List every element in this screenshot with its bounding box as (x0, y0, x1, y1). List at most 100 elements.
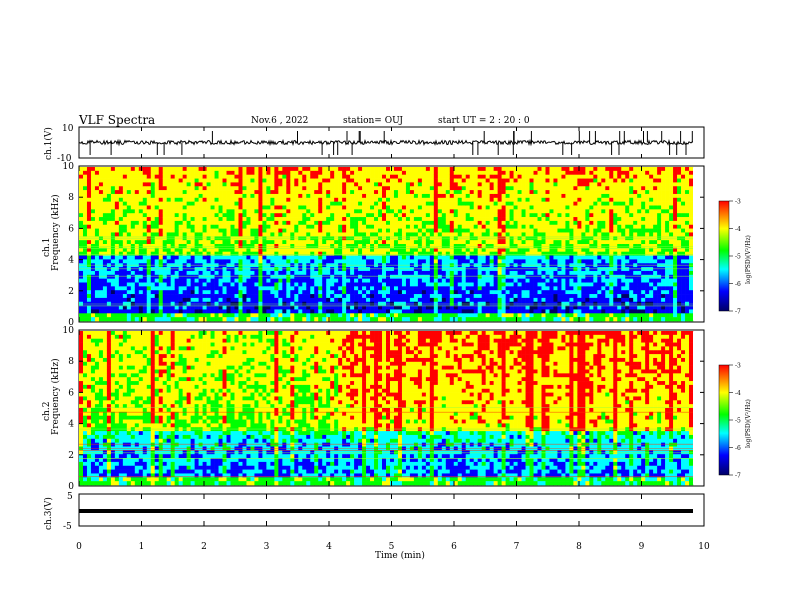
spectrogram-cell (282, 178, 287, 183)
spectrogram-cell (166, 286, 171, 291)
spectrogram-cell (477, 190, 482, 195)
spectrogram-cell (310, 190, 315, 195)
spectrogram-cell (401, 197, 407, 202)
spectrogram-cell (469, 251, 475, 256)
spectrogram-cell (134, 236, 140, 241)
spectrogram-cell (170, 220, 175, 226)
spectrogram-cell (258, 193, 263, 199)
spectrogram-cell (206, 244, 211, 249)
spectrogram-cell (354, 244, 359, 249)
spectrogram-cell (134, 201, 140, 206)
spectrogram-cell (397, 236, 403, 241)
spectrogram-cell (314, 217, 319, 222)
spectrogram-cell (270, 217, 275, 222)
spectrogram-cell (370, 178, 375, 183)
spectrogram-cell (86, 205, 92, 210)
spectrogram-cell (114, 186, 120, 191)
spectrogram-cell (573, 251, 578, 256)
spectrogram-cell (497, 197, 502, 202)
spectrogram-cell (158, 186, 164, 191)
spectrogram-cell (182, 236, 187, 241)
spectrogram-cell (286, 247, 291, 252)
spectrogram-cell (338, 174, 343, 179)
spectrogram-cell (90, 232, 96, 237)
spectrogram-cell (393, 209, 399, 214)
spectrogram-cell (198, 167, 203, 172)
spectrogram-cell (461, 309, 467, 314)
spectrogram-cell (397, 278, 403, 283)
spectrogram-cell (290, 282, 295, 287)
spectrogram-cell (346, 259, 351, 264)
spectrogram-cell (234, 213, 239, 218)
spectrogram-cell (222, 197, 227, 202)
spectrogram-cell (354, 282, 359, 287)
spectrogram-cell (170, 201, 175, 206)
spectrogram-cell (382, 286, 387, 291)
spectrogram-cell (505, 244, 510, 249)
spectrogram-cell (326, 286, 331, 291)
spectrogram-cell (250, 224, 255, 229)
spectrogram-cell (194, 282, 199, 287)
spectrogram-cell (214, 255, 219, 260)
spectrogram-cell (378, 197, 383, 202)
spectrogram-cell (569, 255, 574, 260)
spectrogram-cell (102, 294, 108, 299)
spectrogram-cell (290, 197, 295, 202)
spectrogram-cell (134, 259, 140, 264)
spectrogram-cell (162, 259, 168, 264)
spectrogram-cell (210, 182, 215, 187)
spectrogram-cell (330, 178, 335, 183)
spectrogram-cell (242, 313, 247, 318)
spectrogram-cell (106, 317, 112, 322)
spectrogram-cell (206, 178, 211, 183)
spectrogram-cell (545, 247, 550, 252)
spectrogram-cell (513, 209, 518, 214)
spectrogram-cell (230, 224, 235, 229)
spectrogram-cell (338, 317, 343, 322)
spectrogram-cell (234, 259, 239, 264)
spectrogram-cell (493, 236, 498, 241)
spectrogram-cell (282, 313, 287, 318)
spectrogram-cell (126, 205, 132, 210)
spectrogram-cell (342, 317, 347, 322)
spectrogram-cell (513, 309, 518, 314)
spectrogram-cell (218, 197, 223, 202)
spectrogram-cell (134, 278, 140, 283)
spectrogram-cell (102, 244, 108, 249)
spectrogram-cell (501, 297, 506, 303)
spectrogram-cell (366, 228, 371, 233)
spectrogram-cell (310, 205, 315, 210)
spectrogram-cell (114, 174, 120, 179)
spectrogram-cell (218, 259, 223, 264)
spectrogram-cell (238, 286, 243, 291)
spectrogram-cell (425, 255, 431, 260)
spectrogram-cell (541, 220, 546, 226)
spectrogram-cell (110, 174, 116, 179)
spectrogram-cell (106, 209, 112, 214)
spectrogram-cell (382, 313, 387, 318)
station-label: station= OUJ (343, 116, 403, 126)
spectrogram-cell (126, 259, 132, 264)
spectrogram-cell (270, 224, 275, 229)
spectrogram-cell (537, 213, 542, 218)
spectrogram-cell (278, 294, 283, 299)
spectrogram-cell (134, 182, 140, 187)
spectrogram-cell (114, 294, 120, 299)
spectrogram-cell (194, 232, 199, 237)
spectrogram-cell (250, 201, 255, 206)
spectrogram-cell (537, 178, 542, 183)
spectrogram-cell (413, 186, 419, 191)
spectrogram-cell (541, 313, 546, 318)
spectrogram-cell (346, 178, 351, 183)
spectrogram-cell (417, 213, 423, 218)
spectrogram-cell (202, 305, 207, 310)
spectrogram-cell (409, 201, 415, 206)
spectrogram-cell (246, 297, 251, 303)
spectrogram-cell (401, 251, 407, 256)
spectrogram-cell (282, 201, 287, 206)
spectrogram-cell (529, 309, 534, 314)
spectrogram-cell (202, 240, 207, 245)
spectrogram-cell (194, 178, 199, 183)
spectrogram-cell (114, 236, 120, 241)
spectrogram-cell (214, 228, 219, 233)
